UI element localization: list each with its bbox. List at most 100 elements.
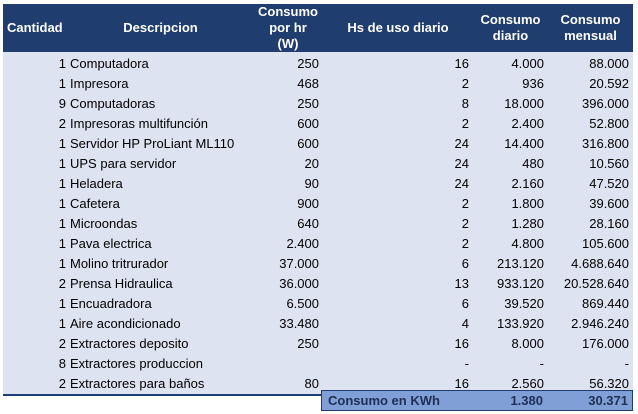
- cell-hs-uso[interactable]: 2: [323, 74, 473, 94]
- cell-consumo-mensual[interactable]: 10.560: [548, 154, 633, 174]
- cell-descripcion[interactable]: Heladera: [68, 174, 253, 194]
- header-cantidad[interactable]: Cantidad: [3, 4, 68, 52]
- cell-hs-uso[interactable]: 2: [323, 114, 473, 134]
- cell-consumo-mensual[interactable]: 105.600: [548, 234, 633, 254]
- cell-descripcion[interactable]: Computadoras: [68, 94, 253, 114]
- header-consumo-diario[interactable]: Consumo diario: [473, 4, 548, 52]
- cell-consumo-hr[interactable]: 250: [253, 52, 323, 74]
- cell-cantidad[interactable]: 1: [3, 234, 68, 254]
- cell-hs-uso[interactable]: 2: [323, 214, 473, 234]
- cell-cantidad[interactable]: 1: [3, 294, 68, 314]
- cell-consumo-hr[interactable]: 600: [253, 134, 323, 154]
- cell-consumo-diario[interactable]: 1.280: [473, 214, 548, 234]
- header-consumo-hr[interactable]: Consumo por hr (W): [253, 4, 323, 52]
- cell-consumo-diario[interactable]: 14.400: [473, 134, 548, 154]
- cell-cantidad[interactable]: 1: [3, 52, 68, 74]
- total-diario[interactable]: 1.380: [510, 393, 543, 408]
- cell-consumo-mensual[interactable]: 88.000: [548, 52, 633, 74]
- cell-cantidad[interactable]: 8: [3, 354, 68, 374]
- cell-cantidad[interactable]: 1: [3, 74, 68, 94]
- cell-consumo-diario[interactable]: 39.520: [473, 294, 548, 314]
- total-label[interactable]: Consumo en KWh: [328, 393, 440, 408]
- cell-consumo-diario[interactable]: 936: [473, 74, 548, 94]
- cell-consumo-hr[interactable]: [253, 354, 323, 374]
- cell-consumo-diario[interactable]: 4.000: [473, 52, 548, 74]
- cell-consumo-hr[interactable]: 250: [253, 334, 323, 354]
- cell-descripcion[interactable]: Impresoras multifunción: [68, 114, 253, 134]
- cell-consumo-hr[interactable]: 90: [253, 174, 323, 194]
- cell-consumo-diario[interactable]: 933.120: [473, 274, 548, 294]
- cell-descripcion[interactable]: Servidor HP ProLiant ML110: [68, 134, 253, 154]
- cell-hs-uso[interactable]: 24: [323, 174, 473, 194]
- cell-consumo-mensual[interactable]: 176.000: [548, 334, 633, 354]
- cell-consumo-hr[interactable]: 80: [253, 374, 323, 396]
- cell-descripcion[interactable]: Microondas: [68, 214, 253, 234]
- cell-hs-uso[interactable]: 24: [323, 134, 473, 154]
- cell-hs-uso[interactable]: 6: [323, 294, 473, 314]
- cell-hs-uso[interactable]: 16: [323, 52, 473, 74]
- cell-consumo-diario[interactable]: 2.160: [473, 174, 548, 194]
- cell-descripcion[interactable]: UPS para servidor: [68, 154, 253, 174]
- cell-hs-uso[interactable]: -: [323, 354, 473, 374]
- cell-cantidad[interactable]: 2: [3, 334, 68, 354]
- cell-descripcion[interactable]: Extractores produccion: [68, 354, 253, 374]
- cell-cantidad[interactable]: 1: [3, 194, 68, 214]
- cell-hs-uso[interactable]: 8: [323, 94, 473, 114]
- cell-consumo-mensual[interactable]: 52.800: [548, 114, 633, 134]
- header-descripcion[interactable]: Descripcion: [68, 4, 253, 52]
- cell-consumo-hr[interactable]: 6.500: [253, 294, 323, 314]
- cell-cantidad[interactable]: 2: [3, 374, 68, 396]
- cell-consumo-diario[interactable]: 133.920: [473, 314, 548, 334]
- cell-consumo-diario[interactable]: -: [473, 354, 548, 374]
- cell-hs-uso[interactable]: 24: [323, 154, 473, 174]
- cell-consumo-mensual[interactable]: 20.528.640: [548, 274, 633, 294]
- cell-cantidad[interactable]: 1: [3, 154, 68, 174]
- cell-descripcion[interactable]: Molino tritrurador: [68, 254, 253, 274]
- cell-consumo-hr[interactable]: 468: [253, 74, 323, 94]
- cell-hs-uso[interactable]: 4: [323, 314, 473, 334]
- cell-cantidad[interactable]: 2: [3, 114, 68, 134]
- cell-consumo-hr[interactable]: 640: [253, 214, 323, 234]
- cell-descripcion[interactable]: Computadora: [68, 52, 253, 74]
- cell-consumo-hr[interactable]: 33.480: [253, 314, 323, 334]
- cell-consumo-hr[interactable]: 36.000: [253, 274, 323, 294]
- cell-consumo-hr[interactable]: 900: [253, 194, 323, 214]
- cell-descripcion[interactable]: Impresora: [68, 74, 253, 94]
- cell-consumo-hr[interactable]: 2.400: [253, 234, 323, 254]
- cell-hs-uso[interactable]: 6: [323, 254, 473, 274]
- cell-hs-uso[interactable]: 2: [323, 194, 473, 214]
- cell-consumo-diario[interactable]: 1.800: [473, 194, 548, 214]
- cell-hs-uso[interactable]: 16: [323, 334, 473, 354]
- cell-descripcion[interactable]: Prensa Hidraulica: [68, 274, 253, 294]
- cell-consumo-mensual[interactable]: 28.160: [548, 214, 633, 234]
- cell-consumo-hr[interactable]: 37.000: [253, 254, 323, 274]
- cell-consumo-mensual[interactable]: 47.520: [548, 174, 633, 194]
- cell-cantidad[interactable]: 1: [3, 314, 68, 334]
- cell-descripcion[interactable]: Aire acondicionado: [68, 314, 253, 334]
- cell-cantidad[interactable]: 1: [3, 174, 68, 194]
- cell-consumo-mensual[interactable]: 869.440: [548, 294, 633, 314]
- cell-cantidad[interactable]: 9: [3, 94, 68, 114]
- cell-descripcion[interactable]: Encuadradora: [68, 294, 253, 314]
- cell-descripcion[interactable]: Extractores deposito: [68, 334, 253, 354]
- cell-cantidad[interactable]: 1: [3, 214, 68, 234]
- cell-consumo-mensual[interactable]: 396.000: [548, 94, 633, 114]
- cell-consumo-mensual[interactable]: 39.600: [548, 194, 633, 214]
- cell-descripcion[interactable]: Extractores para baños: [68, 374, 253, 396]
- cell-consumo-diario[interactable]: 4.800: [473, 234, 548, 254]
- cell-consumo-diario[interactable]: 2.400: [473, 114, 548, 134]
- cell-consumo-diario[interactable]: 213.120: [473, 254, 548, 274]
- cell-consumo-diario[interactable]: 8.000: [473, 334, 548, 354]
- cell-cantidad[interactable]: 1: [3, 134, 68, 154]
- cell-cantidad[interactable]: 1: [3, 254, 68, 274]
- total-mensual[interactable]: 30.371: [588, 393, 628, 408]
- header-hs-uso[interactable]: Hs de uso diario: [323, 4, 473, 52]
- cell-descripcion[interactable]: Pava electrica: [68, 234, 253, 254]
- cell-consumo-mensual[interactable]: -: [548, 354, 633, 374]
- cell-hs-uso[interactable]: 2: [323, 234, 473, 254]
- cell-hs-uso[interactable]: 13: [323, 274, 473, 294]
- cell-consumo-mensual[interactable]: 4.688.640: [548, 254, 633, 274]
- cell-consumo-hr[interactable]: 20: [253, 154, 323, 174]
- cell-consumo-hr[interactable]: 250: [253, 94, 323, 114]
- cell-consumo-mensual[interactable]: 316.800: [548, 134, 633, 154]
